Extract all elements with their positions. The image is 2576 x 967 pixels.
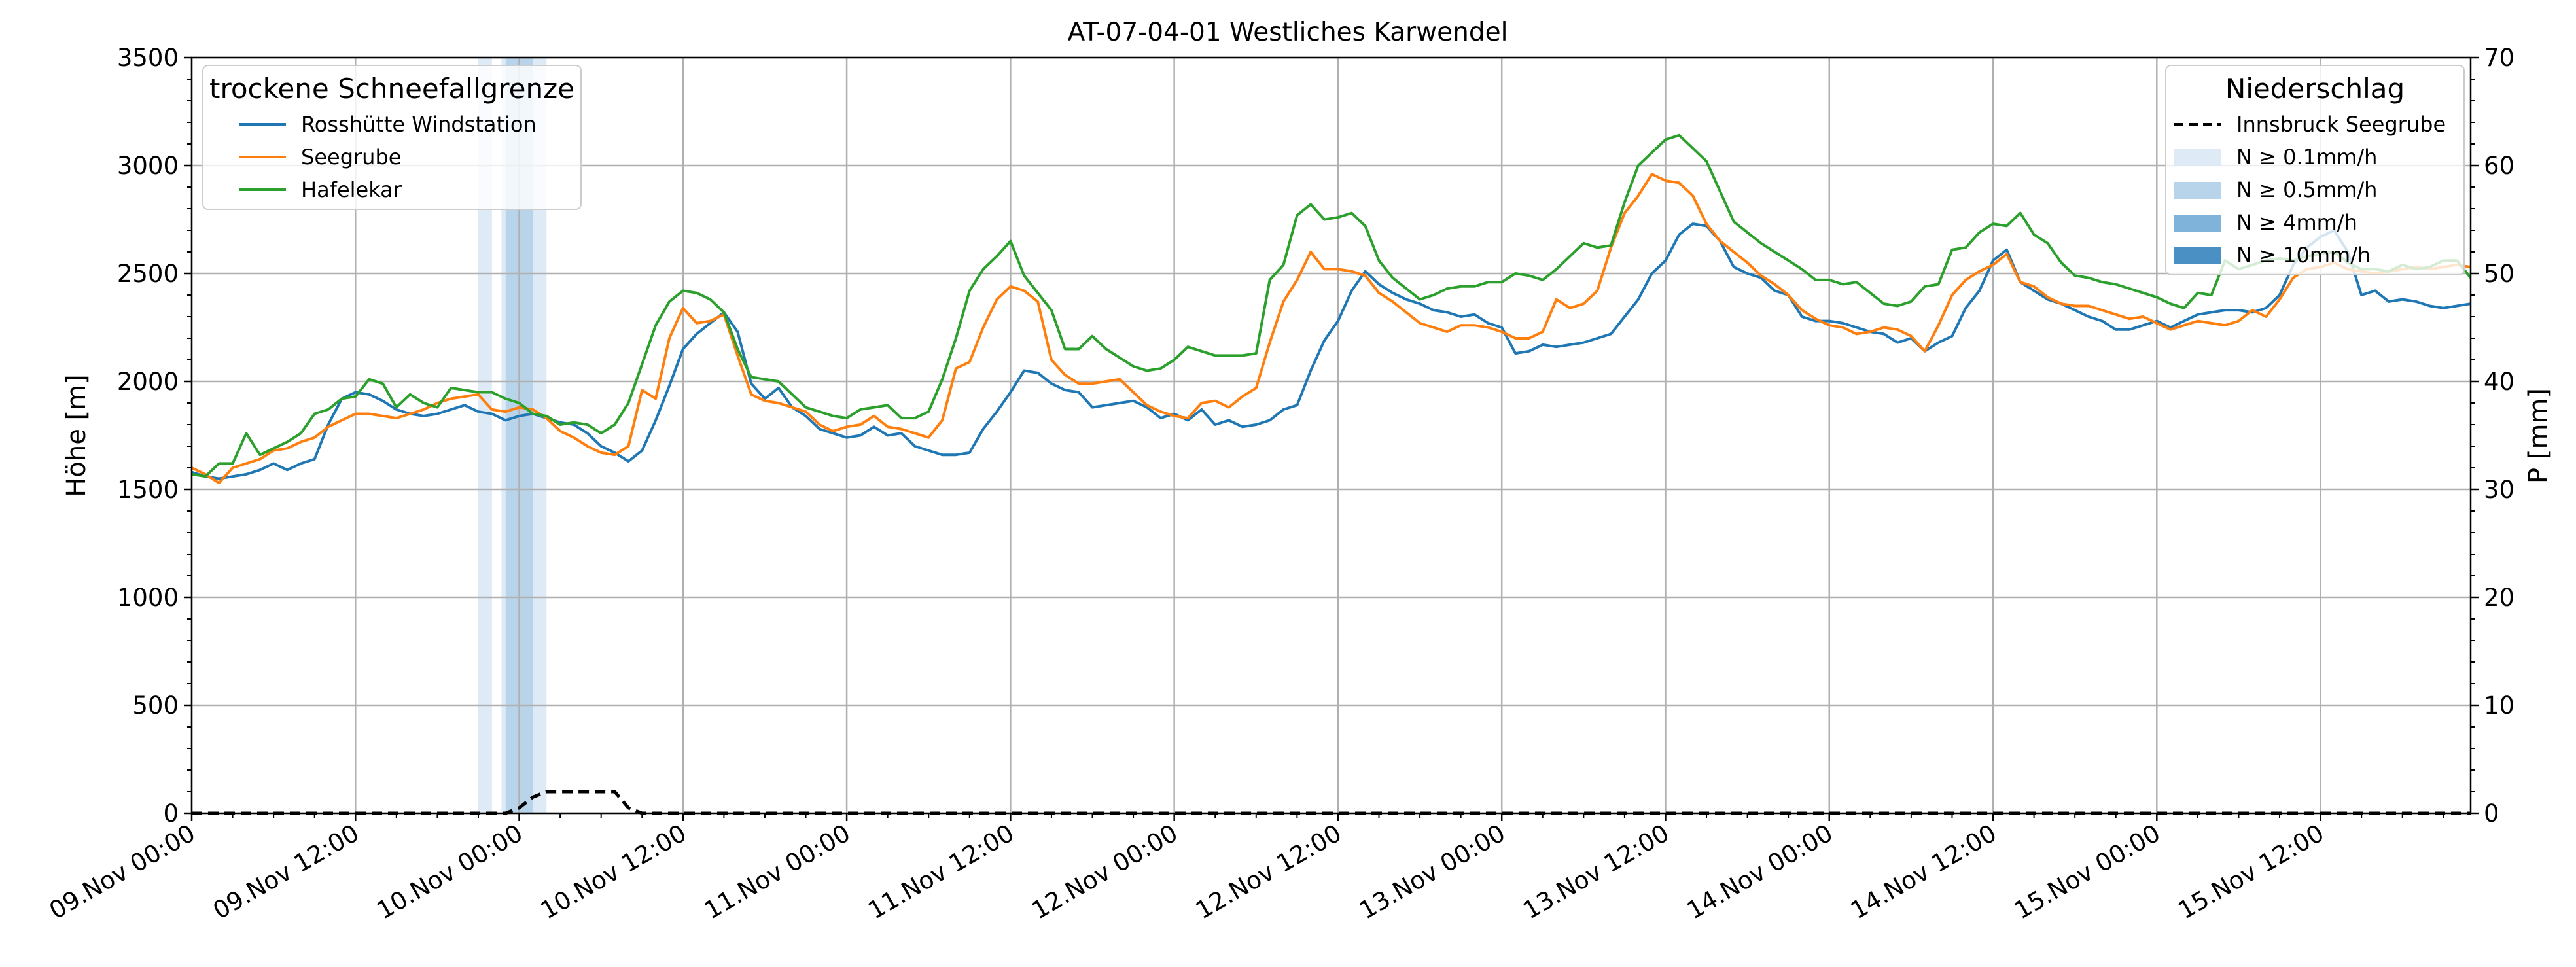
y2-tick-label: 20: [2484, 584, 2514, 612]
y-tick-label: 1500: [117, 476, 179, 504]
legend-n4-label: N ≥ 4mm/h: [2236, 210, 2357, 235]
precip-band-0: [478, 58, 492, 813]
legend-seegrube-label: Seegrube: [301, 145, 401, 169]
y2-tick-label: 30: [2484, 476, 2514, 504]
y2-axis-label: P [mm]: [2524, 388, 2554, 484]
legend-n10-swatch: [2174, 247, 2221, 264]
legend-n05-label: N ≥ 0.5mm/h: [2236, 177, 2377, 202]
y-tick-label: 0: [163, 800, 179, 828]
series-line-2: [191, 133, 2472, 478]
y-tick-labels: 0 500 1000 1500 2000 2500 3000 3500: [117, 44, 179, 828]
legend-n10-label: N ≥ 10mm/h: [2236, 243, 2371, 268]
y-tick-label: 2500: [117, 260, 179, 288]
legend-snowline-box: [202, 65, 582, 210]
y2-tick-label: 50: [2484, 260, 2514, 288]
y2-tick-label: 40: [2484, 368, 2514, 396]
legend-n01-swatch: [2174, 149, 2221, 166]
legend-precip-box: [2165, 65, 2465, 275]
legend-rosshuette-label: Rosshütte Windstation: [301, 112, 537, 137]
precip-band-2: [505, 58, 520, 813]
precipitation-bands: [478, 58, 547, 813]
chart-title: AT-07-04-01 Westliches Karwendel: [1068, 18, 1508, 47]
y-tick-label: 3500: [117, 44, 179, 72]
y2-tick-label: 60: [2484, 152, 2514, 180]
plot-frame: [190, 56, 2472, 815]
precip-band-4: [533, 58, 547, 813]
precip-band-1: [501, 58, 506, 813]
legend-n4-swatch: [2174, 215, 2221, 232]
legend-n05-swatch: [2174, 182, 2221, 199]
y-tick-label: 2000: [117, 368, 179, 396]
legend-snowline: trockene Schneefallgrenze Rosshütte Wind…: [202, 65, 582, 210]
y2-tick-label: 10: [2484, 692, 2514, 720]
legend-hafelekar-label: Hafelekar: [301, 177, 402, 202]
y2-tick-labels: 0 10 20 30 40 50 60 70: [2484, 44, 2514, 828]
legend-precipitation: Niederschlag Innsbruck Seegrube N ≥ 0.1m…: [2165, 65, 2465, 275]
series-line-1: [191, 173, 2471, 485]
legend-precip-title: Niederschlag: [2225, 73, 2405, 105]
legend-innsbruck-label: Innsbruck Seegrube: [2236, 112, 2446, 137]
y-tick-label: 500: [132, 692, 179, 720]
y2-tick-label: 70: [2484, 44, 2514, 72]
legend-n01-label: N ≥ 0.1mm/h: [2236, 145, 2377, 169]
y2-tick-label: 0: [2484, 800, 2499, 828]
y-axis-label: Höhe [m]: [62, 374, 92, 497]
y-tick-label: 1000: [117, 584, 179, 612]
legend-snowline-title: trockene Schneefallgrenze: [209, 73, 574, 105]
series-line-0: [191, 222, 2471, 480]
y-tick-label: 3000: [117, 152, 179, 180]
precip-band-3: [519, 58, 533, 813]
